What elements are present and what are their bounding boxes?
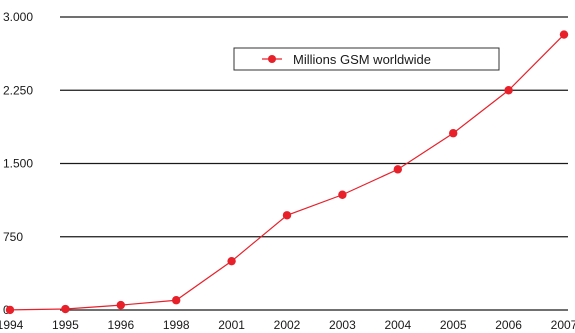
series-points-group	[5, 30, 569, 315]
gridlines	[60, 16, 568, 311]
x-tick-label: 1995	[52, 318, 79, 332]
data-point-2006	[504, 86, 513, 95]
data-point-2004	[393, 165, 402, 174]
x-tick-label: 1996	[107, 318, 134, 332]
y-tick-label: 1.500	[3, 157, 33, 171]
x-tick-label: 2007	[551, 318, 575, 332]
data-point-1994	[5, 305, 15, 315]
x-tick-label: 2003	[329, 318, 356, 332]
legend: Millions GSM worldwide	[233, 47, 500, 71]
data-point-1996	[116, 300, 126, 310]
legend-marker	[268, 55, 276, 63]
x-tick-label: 2001	[218, 318, 245, 332]
y-tick-label: 750	[3, 230, 23, 244]
data-point-1998	[172, 296, 181, 305]
data-point-2001	[227, 256, 236, 266]
data-point-1995	[61, 304, 70, 314]
data-point-2002	[282, 211, 292, 220]
y-tick-label: 2.250	[3, 83, 33, 97]
x-axis-tick-labels: 1994 1995 1996 1998 2001 2002 2003 2004 2005 2006…	[0, 318, 575, 332]
data-point-2003	[338, 190, 347, 199]
x-tick-label: 1998	[163, 318, 190, 332]
legend-box	[233, 47, 500, 71]
x-tick-label: 2004	[384, 318, 411, 332]
series-line-group	[9, 34, 565, 311]
legend-label: Millions GSM worldwide	[293, 52, 431, 67]
x-tick-label: 2002	[274, 318, 301, 332]
y-tick-label: 3.000	[3, 10, 33, 24]
data-point-2007	[559, 30, 569, 39]
x-tick-label: 2006	[495, 318, 522, 332]
x-tick-label: 1994	[0, 318, 24, 332]
series-line	[9, 34, 565, 311]
data-point-2005	[449, 129, 458, 138]
x-tick-label: 2005	[440, 318, 467, 332]
